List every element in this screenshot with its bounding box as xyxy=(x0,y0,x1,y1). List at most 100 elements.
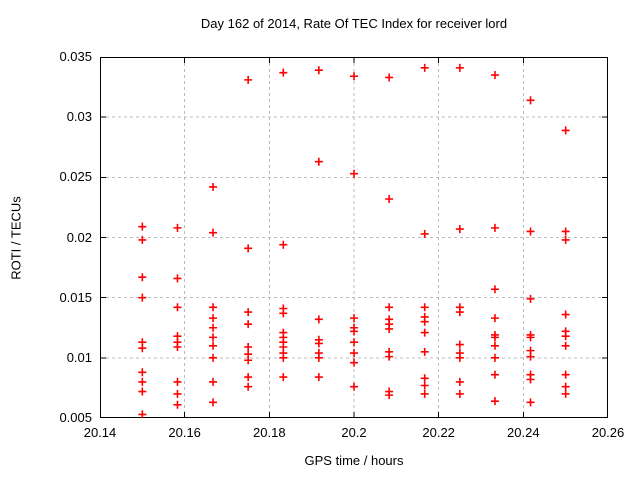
data-point-plus xyxy=(138,293,147,302)
data-point-plus xyxy=(314,353,323,362)
data-point-plus xyxy=(490,353,499,362)
y-axis-label: ROTI / TECUs xyxy=(8,196,24,280)
plot-border xyxy=(100,57,608,418)
data-point-plus xyxy=(209,377,218,386)
data-point-plus xyxy=(244,373,253,382)
data-point-plus xyxy=(490,314,499,323)
chart-title: Day 162 of 2014, Rate Of TEC Index for r… xyxy=(200,16,508,31)
y-tick-label: 0.02 xyxy=(66,229,92,245)
data-point-plus xyxy=(385,194,394,203)
plot-area xyxy=(100,57,608,418)
data-point-plus xyxy=(420,347,429,356)
data-point-plus xyxy=(490,333,499,342)
data-point-plus xyxy=(561,370,570,379)
data-point-plus xyxy=(420,389,429,398)
data-point-plus xyxy=(420,381,429,390)
y-tick-label: 0.03 xyxy=(66,109,92,125)
data-point-plus xyxy=(279,240,288,249)
x-axis-label: GPS time / hours xyxy=(304,453,404,468)
y-tick-label: 0.005 xyxy=(59,410,92,425)
data-point-plus xyxy=(350,72,358,81)
data-point-plus xyxy=(490,370,499,379)
data-point-plus xyxy=(385,324,394,333)
data-point-plus xyxy=(420,63,429,72)
y-tick-label: 0.01 xyxy=(66,349,92,365)
data-point-plus xyxy=(526,375,535,384)
data-point-plus xyxy=(244,320,253,329)
data-point-plus xyxy=(244,308,253,317)
data-point-plus xyxy=(279,373,288,382)
data-point-plus xyxy=(420,317,429,326)
data-point-plus xyxy=(138,410,147,418)
data-point-plus xyxy=(385,391,394,400)
data-point-plus xyxy=(173,274,182,283)
data-point-plus xyxy=(526,227,535,236)
data-point-plus xyxy=(138,377,147,386)
data-point-plus xyxy=(490,71,499,80)
data-point-plus xyxy=(138,344,147,353)
data-point-plus xyxy=(209,333,218,342)
data-point-plus xyxy=(350,338,358,347)
x-tick-label: 20.16 xyxy=(168,425,201,440)
data-point-plus xyxy=(173,400,182,409)
data-point-plus xyxy=(420,303,429,312)
data-point-plus xyxy=(350,358,358,367)
y-tick-label: 0.025 xyxy=(59,169,92,185)
x-tick-label: 20.26 xyxy=(591,425,625,440)
data-point-plus xyxy=(385,73,394,82)
data-point-plus xyxy=(279,353,288,362)
data-point-plus xyxy=(244,356,253,365)
data-point-plus xyxy=(420,374,429,383)
data-point-plus xyxy=(526,398,535,407)
data-point-plus xyxy=(209,182,218,191)
data-point-plus xyxy=(455,308,464,317)
x-tick-label: 20.14 xyxy=(83,425,117,440)
data-point-plus xyxy=(490,223,499,232)
data-point-plus xyxy=(279,68,288,77)
data-point-plus xyxy=(209,228,218,237)
x-tick-label: 20.2 xyxy=(341,425,367,440)
plot-canvas xyxy=(100,57,608,418)
data-point-plus xyxy=(314,373,323,382)
data-point-plus xyxy=(209,398,218,407)
data-point-plus xyxy=(314,157,323,166)
data-point-plus xyxy=(490,341,499,350)
data-point-plus xyxy=(455,225,464,234)
data-point-plus xyxy=(173,223,182,232)
data-point-plus xyxy=(561,235,570,244)
data-point-plus xyxy=(420,328,429,337)
data-point-plus xyxy=(561,310,570,319)
data-point-plus xyxy=(455,340,464,349)
data-point-plus xyxy=(561,126,570,135)
data-point-plus xyxy=(561,382,570,391)
data-point-plus xyxy=(561,341,570,350)
data-point-plus xyxy=(244,75,253,84)
data-point-plus xyxy=(209,341,218,350)
data-point-plus xyxy=(455,389,464,398)
data-point-plus xyxy=(350,349,358,358)
data-point-plus xyxy=(455,63,464,72)
x-tick-label: 20.24 xyxy=(507,425,540,440)
data-point-plus xyxy=(244,343,253,352)
data-point-plus xyxy=(420,229,429,238)
data-point-plus xyxy=(314,339,323,348)
data-point-plus xyxy=(209,314,218,323)
data-point-plus xyxy=(209,303,218,312)
data-point-plus xyxy=(173,343,182,352)
data-point-plus xyxy=(173,303,182,312)
data-point-plus xyxy=(561,332,570,341)
x-tick-label: 20.22 xyxy=(422,425,455,440)
data-point-plus xyxy=(138,235,147,244)
data-point-plus xyxy=(244,382,253,391)
data-point-plus xyxy=(138,368,147,377)
data-point-plus xyxy=(138,222,147,231)
data-point-plus xyxy=(385,303,394,312)
data-point-plus xyxy=(279,309,288,318)
data-point-plus xyxy=(455,377,464,386)
data-point-plus xyxy=(350,327,358,336)
data-point-plus xyxy=(561,227,570,236)
data-point-plus xyxy=(314,315,323,324)
data-point-plus xyxy=(350,382,358,391)
x-tick-label: 20.18 xyxy=(253,425,286,440)
